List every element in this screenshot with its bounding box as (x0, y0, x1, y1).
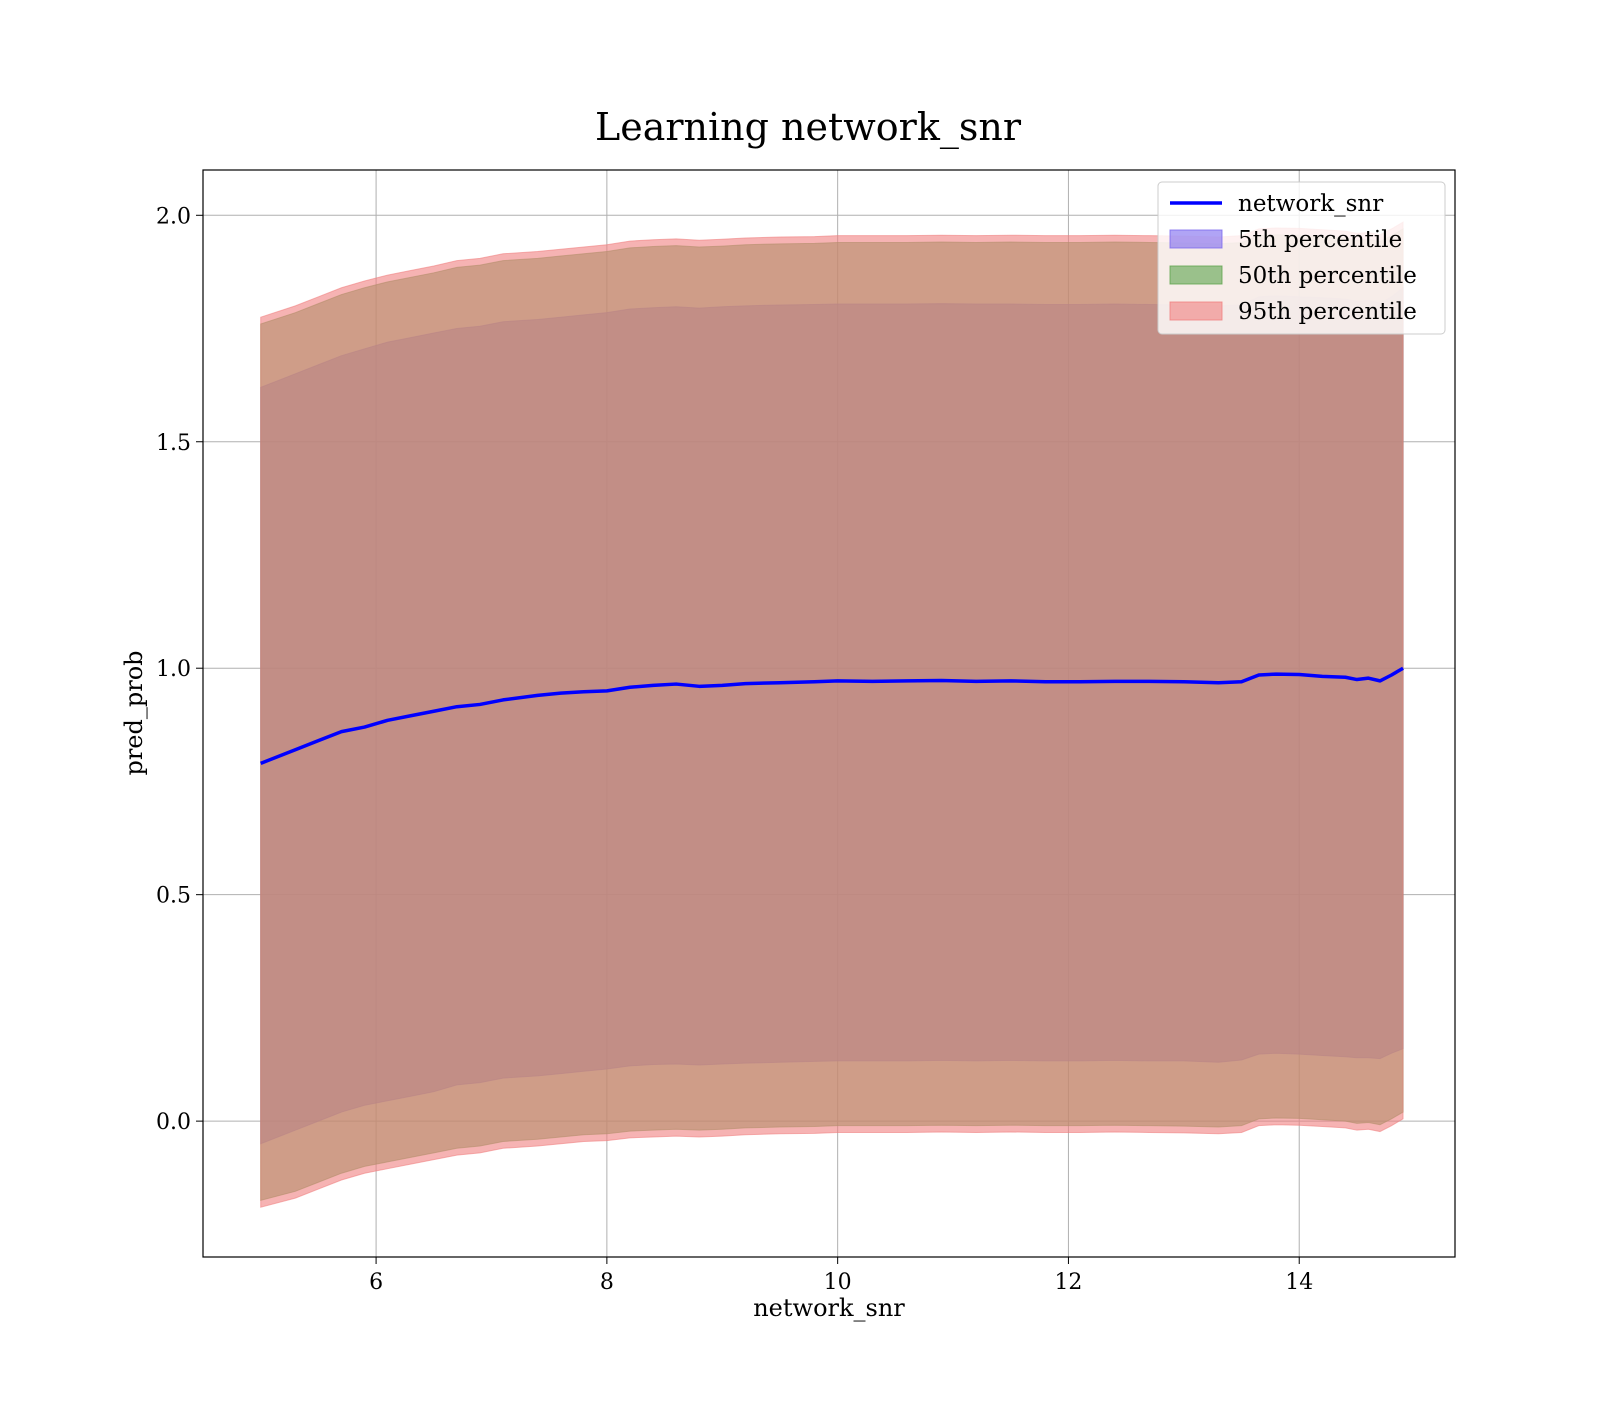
y-tick-label: 0.5 (156, 884, 191, 909)
legend-patch-swatch (1169, 229, 1223, 249)
chart-title: Learning network_snr (595, 105, 1022, 150)
x-tick-label: 8 (600, 1270, 614, 1295)
x-tick-label: 6 (369, 1270, 383, 1295)
x-tick-label: 10 (824, 1270, 852, 1295)
y-tick-label: 1.0 (156, 657, 191, 682)
legend-box (1157, 181, 1446, 335)
legend: network_snr 5th percentile 50th percentile… (1157, 181, 1446, 335)
x-tick-label: 12 (1054, 1270, 1082, 1295)
legend-patch-swatch (1169, 265, 1223, 285)
legend-label: network_snr (1238, 191, 1383, 217)
y-tick-label: 2.0 (156, 204, 191, 229)
y-axis-label: pred_prob (120, 650, 148, 775)
x-tick-label: 14 (1285, 1270, 1313, 1295)
legend-label: 95th percentile (1238, 299, 1417, 325)
ticks-layer: 6 8 10 12 14 0.0 0.5 1.0 1.5 2.0 (156, 204, 1313, 1295)
series-line-network-snr (260, 666, 1404, 765)
line-layer (260, 666, 1404, 765)
y-tick-label: 1.5 (156, 431, 191, 456)
bands-layer (260, 221, 1404, 1208)
x-axis-label: network_snr (753, 1294, 905, 1322)
plot-frame (202, 169, 1456, 1258)
legend-label: 5th percentile (1238, 227, 1402, 253)
legend-label: 50th percentile (1238, 263, 1417, 289)
band-95th-percentile (260, 221, 1404, 1208)
legend-patch-swatch (1169, 301, 1223, 321)
y-tick-label: 0.0 (156, 1110, 191, 1135)
